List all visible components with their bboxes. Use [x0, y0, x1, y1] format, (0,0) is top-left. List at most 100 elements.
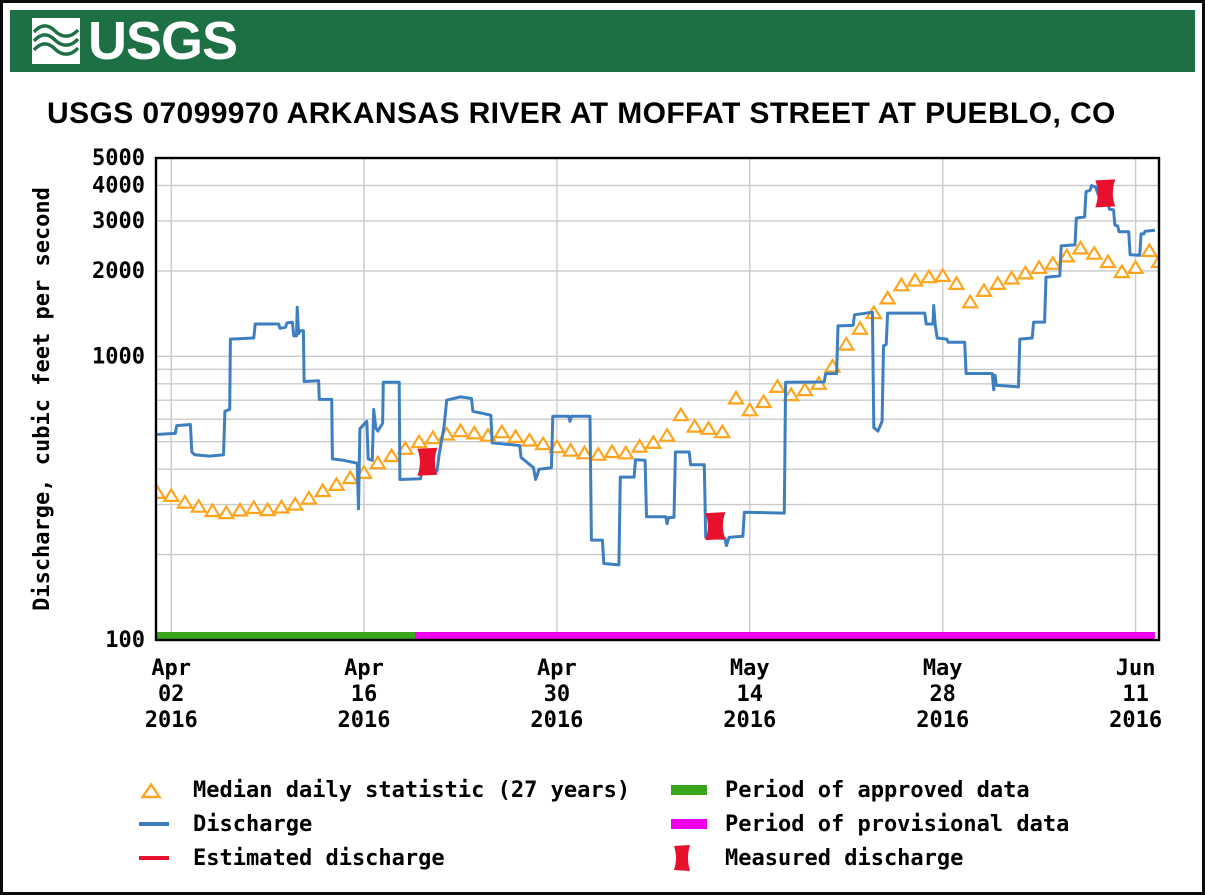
median-triangle-marker [782, 386, 801, 402]
median-triangle-marker [175, 493, 194, 509]
legend-item-estimated: Estimated discharge [139, 841, 630, 875]
median-triangle-marker [699, 420, 718, 435]
usgs-waves-icon [32, 18, 80, 64]
x-tick-label: 2016 [1109, 708, 1162, 733]
median-triangle-marker [837, 335, 856, 351]
x-tick-label: 2016 [338, 708, 391, 733]
legend-symbol-cell [139, 781, 193, 800]
median-triangle-marker [906, 271, 925, 287]
y-tick-label: 1000 [92, 344, 145, 369]
median-triangle-marker [975, 282, 993, 297]
legend-label-discharge: Discharge [193, 811, 313, 837]
median-triangle-marker [603, 443, 621, 459]
measured-discharge-marker [1095, 179, 1116, 208]
median-triangle-marker [244, 499, 263, 515]
measured-discharge-icon [674, 845, 690, 871]
median-triangle-marker [189, 498, 208, 513]
median-triangle-marker [451, 422, 470, 438]
median-triangle-marker [231, 501, 249, 517]
median-triangle-marker [1030, 259, 1049, 274]
median-triangle-marker [203, 502, 222, 518]
median-triangle-marker [1150, 253, 1159, 269]
usgs-banner: USGS [10, 10, 1195, 72]
legend-symbol-cell [671, 844, 725, 872]
legend-column-left: Median daily statistic (27 years) Discha… [139, 773, 630, 875]
median-triangle-marker [713, 423, 732, 439]
median-triangle-marker [272, 498, 291, 514]
median-triangle-marker [506, 428, 525, 443]
x-tick-label: 02 [158, 682, 185, 707]
median-triangle-marker [396, 440, 415, 455]
legend-symbol-cell [671, 819, 725, 829]
y-tick-label: 5000 [92, 146, 145, 171]
median-triangle-marker [1126, 259, 1145, 274]
median-triangle-marker [1071, 239, 1090, 255]
x-tick-label: 14 [737, 682, 764, 707]
median-triangle-marker [851, 320, 869, 335]
usgs-logo: USGS [32, 14, 238, 68]
legend-item-approved: Period of approved data [671, 773, 1069, 807]
median-triangle-icon [140, 781, 162, 798]
plot-border [154, 156, 1161, 642]
y-tick-label: 100 [105, 628, 145, 653]
discharge-chart: 50004000300020001000100Apr022016Apr16201… [30, 146, 1162, 733]
x-tick-label: 16 [351, 682, 378, 707]
median-triangle-marker [961, 293, 980, 309]
median-triangle-marker [341, 469, 360, 485]
median-triangle-marker [1002, 269, 1021, 285]
measured-discharge-marker [417, 447, 438, 476]
median-triangle-marker [327, 476, 346, 491]
provisional-period-bar [415, 632, 1155, 640]
median-triangle-marker [919, 268, 938, 284]
x-tick-label: Apr [344, 656, 384, 681]
legend-label-approved: Period of approved data [725, 777, 1030, 803]
y-tick-label: 4000 [92, 174, 145, 199]
median-triangle-marker [1043, 255, 1062, 270]
legend-label-provisional: Period of provisional data [725, 811, 1070, 837]
legend-item-provisional: Period of provisional data [671, 807, 1069, 841]
median-triangle-marker [162, 487, 181, 502]
median-triangle-marker [685, 417, 704, 433]
measured-discharge-marker [705, 512, 726, 541]
median-triangle-marker [644, 434, 663, 449]
median-triangle-marker [878, 289, 897, 305]
median-triangle-marker [520, 431, 539, 447]
median-triangle-marker [492, 423, 511, 439]
median-triangle-marker [156, 484, 167, 499]
estimated-line-icon [139, 856, 169, 860]
median-triangle-marker [1112, 263, 1131, 279]
median-triangle-marker [616, 444, 635, 460]
legend-symbol-cell [139, 822, 193, 826]
median-triangle-marker [988, 275, 1007, 290]
legend-item-discharge: Discharge [139, 807, 630, 841]
median-triangle-marker [258, 501, 277, 517]
x-tick-label: 28 [929, 682, 956, 707]
median-triangle-marker [589, 446, 608, 461]
median-triangle-marker [382, 447, 401, 463]
page-title: USGS 07099970 ARKANSAS RIVER AT MOFFAT S… [47, 97, 1116, 130]
legend-symbol-cell [139, 856, 193, 860]
x-tick-label: Jun [1116, 656, 1156, 681]
median-triangle-marker [299, 489, 318, 505]
median-triangle-marker [1085, 245, 1104, 260]
median-triangle-marker [740, 401, 759, 417]
median-triangle-marker [368, 454, 387, 470]
y-axis-title: Discharge, cubic feet per second [30, 187, 55, 611]
x-tick-label: May [923, 656, 963, 681]
median-triangle-marker [217, 504, 236, 520]
x-tick-label: Apr [537, 656, 577, 681]
median-triangle-marker [671, 406, 690, 422]
approved-period-icon [671, 785, 707, 795]
y-tick-label: 3000 [92, 209, 145, 234]
discharge-line-icon [139, 822, 169, 826]
legend-label-median: Median daily statistic (27 years) [193, 777, 631, 803]
legend-label-estimated: Estimated discharge [193, 845, 445, 871]
series-group [156, 179, 1159, 567]
median-triangle-marker [1016, 264, 1035, 280]
chart-legend: Median daily statistic (27 years) Discha… [139, 773, 1149, 883]
median-triangle-marker [286, 495, 305, 511]
median-triangle-marker [933, 267, 952, 282]
median-triangle-marker [575, 444, 594, 460]
x-tick-label: 2016 [530, 708, 583, 733]
